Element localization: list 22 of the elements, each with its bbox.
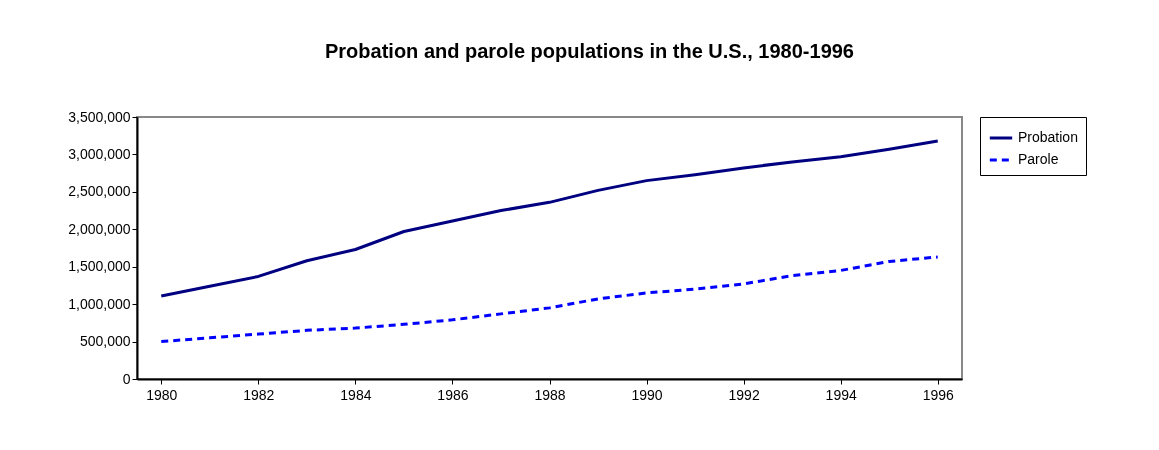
- legend-label: Parole: [1018, 151, 1059, 167]
- y-tick-label: 2,000,000: [68, 220, 131, 237]
- y-tick-label: 500,000: [79, 333, 131, 350]
- line-series: [159, 139, 940, 298]
- x-tick-label: 1986: [437, 386, 469, 403]
- x-tick-label: 1994: [825, 386, 857, 403]
- line-series: [159, 255, 940, 344]
- x-tick-label: 1996: [922, 386, 955, 403]
- chart-title: Probation and parole populations in the U.S., 1980-1996: [325, 40, 854, 62]
- x-tick-label: 1992: [728, 386, 760, 403]
- x-tick-label: 1988: [534, 386, 566, 403]
- y-tick-label: 3,000,000: [68, 145, 131, 162]
- y-tick-label: 2,500,000: [68, 183, 131, 200]
- x-tick-label: 1984: [340, 386, 372, 403]
- legend-label: Probation: [1018, 129, 1078, 145]
- x-tick-label: 1980: [146, 386, 178, 403]
- x-tick-label: 1990: [631, 386, 663, 403]
- x-tick-label: 1982: [243, 386, 275, 403]
- y-tick-label: 1,000,000: [68, 295, 131, 312]
- y-tick-label: 0: [122, 370, 131, 387]
- y-tick-label: 1,500,000: [68, 258, 131, 275]
- y-tick-label: 3,500,000: [68, 108, 131, 125]
